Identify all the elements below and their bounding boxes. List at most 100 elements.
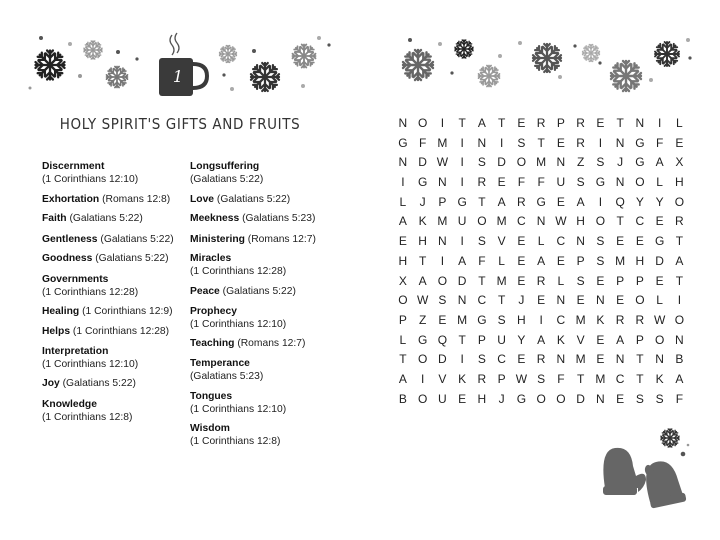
grid-letter[interactable]: D [655,253,664,268]
grid-letter[interactable]: S [576,175,585,190]
grid-letter[interactable]: H [635,253,645,268]
grid-letter[interactable]: X [398,273,407,288]
grid-letter[interactable]: E [635,234,644,249]
grid-letter[interactable]: I [539,312,543,327]
grid-letter[interactable]: A [655,155,664,170]
grid-letter[interactable]: E [398,234,407,249]
grid-letter[interactable]: E [517,234,526,249]
grid-letter[interactable]: O [417,116,428,130]
grid-letter[interactable]: L [399,194,407,209]
grid-letter[interactable]: O [654,332,665,347]
grid-letter[interactable]: G [635,135,645,150]
grid-letter[interactable]: E [616,234,625,249]
grid-letter[interactable]: T [399,352,407,367]
grid-letter[interactable]: R [576,116,585,130]
grid-letter[interactable]: G [595,175,606,190]
grid-letter[interactable]: E [616,293,625,308]
grid-letter[interactable]: Y [655,194,664,209]
grid-letter[interactable]: N [438,175,447,190]
grid-letter[interactable]: H [477,391,487,406]
grid-letter[interactable]: O [477,214,487,229]
grid-letter[interactable]: S [655,391,664,406]
grid-letter[interactable]: A [616,332,625,347]
grid-letter[interactable]: F [655,135,664,150]
grid-letter[interactable]: L [399,332,407,347]
grid-letter[interactable]: E [537,293,546,308]
grid-letter[interactable]: F [675,391,684,406]
grid-letter[interactable]: I [460,175,464,190]
grid-letter[interactable]: R [477,175,487,190]
grid-letter[interactable]: N [556,293,566,308]
grid-letter[interactable]: A [477,116,486,130]
grid-letter[interactable]: N [438,234,447,249]
grid-letter[interactable]: E [517,352,526,367]
grid-letter[interactable]: T [675,234,684,249]
grid-letter[interactable]: T [537,135,545,150]
grid-letter[interactable]: M [595,371,606,386]
grid-letter[interactable]: F [537,175,545,190]
grid-letter[interactable]: W [555,214,567,229]
grid-letter[interactable]: G [654,234,665,249]
grid-letter[interactable]: V [497,234,506,249]
grid-letter[interactable]: R [536,116,546,130]
grid-letter[interactable]: I [598,194,603,209]
grid-letter[interactable]: G [536,194,546,209]
grid-letter[interactable]: E [655,273,664,288]
grid-letter[interactable]: E [556,135,565,150]
grid-letter[interactable]: M [575,352,586,367]
grid-letter[interactable]: S [596,155,605,170]
grid-letter[interactable]: K [418,214,427,229]
grid-letter[interactable]: S [438,293,447,308]
grid-letter[interactable]: N [635,116,645,130]
grid-letter[interactable]: R [536,273,546,288]
grid-letter[interactable]: K [458,371,467,386]
grid-letter[interactable]: T [458,332,466,347]
grid-letter[interactable]: T [418,253,427,268]
grid-letter[interactable]: A [675,371,684,386]
grid-letter[interactable]: T [636,352,644,367]
grid-letter[interactable]: M [437,135,448,150]
grid-letter[interactable]: U [556,175,566,190]
grid-letter[interactable]: J [617,155,624,170]
grid-letter[interactable]: S [497,312,506,327]
grid-letter[interactable]: M [496,273,507,288]
grid-letter[interactable]: C [477,293,487,308]
grid-letter[interactable]: M [536,155,547,170]
grid-letter[interactable]: E [517,273,526,288]
grid-letter[interactable]: O [556,391,566,406]
grid-letter[interactable]: P [477,332,486,347]
grid-letter[interactable]: H [675,175,684,190]
grid-letter[interactable]: M [496,214,507,229]
grid-letter[interactable]: J [518,293,525,308]
grid-letter[interactable]: I [460,135,464,150]
grid-letter[interactable]: T [675,273,684,288]
grid-letter[interactable]: E [438,312,447,327]
grid-letter[interactable]: X [675,155,684,170]
grid-letter[interactable]: J [419,194,426,209]
grid-letter[interactable]: R [635,312,645,327]
grid-letter[interactable]: A [458,253,467,268]
grid-letter[interactable]: T [497,116,506,130]
grid-letter[interactable]: O [417,391,428,406]
grid-letter[interactable]: E [517,253,526,268]
grid-letter[interactable]: C [615,371,625,386]
grid-letter[interactable]: Q [437,332,448,347]
grid-letter[interactable]: L [656,293,663,308]
grid-letter[interactable]: G [516,391,527,406]
grid-letter[interactable]: S [477,352,486,367]
grid-letter[interactable]: E [497,175,506,190]
grid-letter[interactable]: R [615,312,625,327]
grid-letter[interactable]: A [576,194,585,209]
grid-letter[interactable]: F [517,175,526,190]
grid-letter[interactable]: P [556,116,565,130]
grid-letter[interactable]: N [596,293,605,308]
grid-letter[interactable]: I [657,116,662,130]
grid-letter[interactable]: S [537,371,546,386]
grid-letter[interactable]: G [398,135,408,150]
grid-letter[interactable]: G [417,175,428,190]
grid-letter[interactable]: N [556,155,566,170]
grid-letter[interactable]: I [460,352,464,367]
grid-letter[interactable]: I [598,135,603,150]
grid-letter[interactable]: F [478,253,486,268]
grid-letter[interactable]: C [517,214,526,229]
